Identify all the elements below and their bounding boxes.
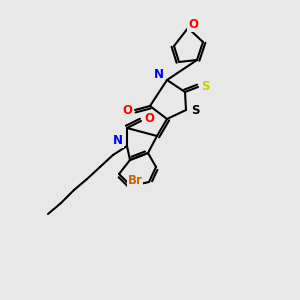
Text: Br: Br (128, 175, 142, 188)
Text: S: S (191, 103, 199, 116)
Text: O: O (122, 103, 132, 116)
Text: O: O (144, 112, 154, 125)
Text: O: O (188, 19, 198, 32)
Text: N: N (154, 68, 164, 82)
Text: N: N (113, 134, 123, 148)
Text: S: S (201, 80, 209, 94)
